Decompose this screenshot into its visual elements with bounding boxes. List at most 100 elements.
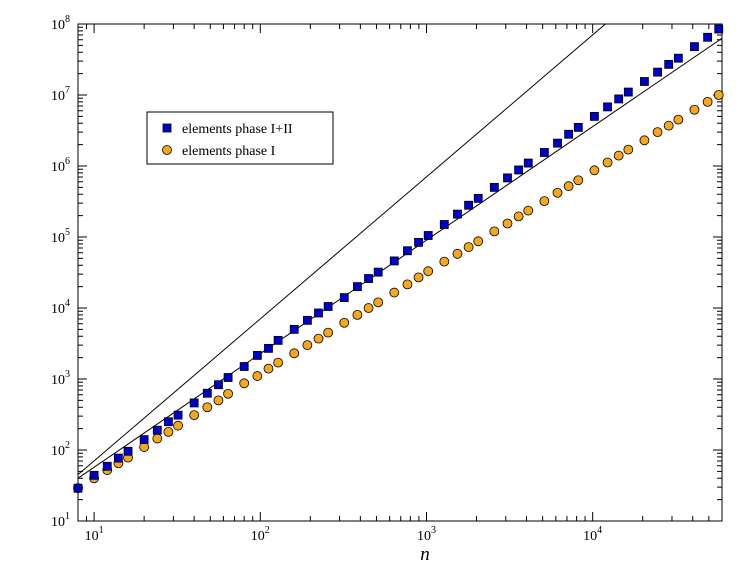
- phase-i-point: [702, 96, 713, 107]
- phase-i-point: [513, 211, 524, 222]
- y-tick-label-base: 10: [51, 160, 65, 175]
- y-tick-label-exponent: 6: [65, 156, 70, 167]
- y-tick-label-base: 10: [51, 18, 65, 33]
- y-tick-label-exponent: 8: [65, 14, 70, 25]
- legend-marker: [162, 123, 172, 133]
- phase-i-ii-point: [714, 24, 724, 34]
- phase-i-ii-point: [252, 350, 262, 360]
- plot-area: 101 102 103 104101102103104105106107108nele…: [51, 14, 724, 565]
- phase-i-point: [473, 236, 484, 247]
- phase-i-ii-point: [403, 246, 412, 256]
- x-axis-label: n: [420, 544, 430, 565]
- x-tick-label-exponent: 3: [431, 525, 436, 536]
- phase-i-point: [589, 165, 600, 176]
- phase-i-point: [623, 144, 634, 155]
- legend-marker: [162, 145, 172, 155]
- phase-i-ii-point: [89, 470, 99, 480]
- phase-i-point: [213, 395, 224, 406]
- phase-i-ii-point: [364, 274, 373, 283]
- phase-i-point: [323, 327, 334, 338]
- x-tick-label-base: 10: [417, 529, 431, 544]
- y-tick-label-base: 10: [51, 444, 65, 459]
- phase-i-point: [363, 303, 374, 313]
- phase-i-ii-point: [614, 94, 624, 104]
- phase-i-point: [639, 135, 650, 146]
- phase-i-ii-point: [139, 435, 149, 445]
- legend-label: elements phase I: [182, 144, 276, 159]
- phase-i-ii-point: [264, 343, 273, 353]
- phase-i-ii-point: [102, 461, 112, 471]
- x-tick-label-exponent: 4: [597, 525, 602, 536]
- y-tick-label: 107: [51, 85, 70, 104]
- phase-i-ii-point: [214, 380, 223, 390]
- phase-i-ii-point: [152, 425, 162, 435]
- phase-i-point: [223, 388, 233, 399]
- phase-i-ii-point: [553, 138, 562, 148]
- phase-i-point: [173, 420, 183, 431]
- x-tick-label: 102: [251, 525, 270, 544]
- phase-i-point: [339, 317, 350, 328]
- phase-i-point: [252, 371, 263, 381]
- x-tick-label-exponent: 2: [265, 525, 270, 536]
- phase-i-point: [573, 175, 584, 186]
- phase-i-ii-point: [664, 59, 674, 69]
- y-tick-label-exponent: 4: [65, 298, 70, 309]
- y-tick-label-base: 10: [51, 89, 65, 104]
- phase-i-ii-point: [123, 446, 133, 456]
- y-tick-label: 102: [51, 440, 70, 459]
- x-tick-label: 104: [583, 525, 602, 544]
- phase-i-ii-point: [464, 200, 473, 210]
- phase-i-point: [539, 196, 550, 207]
- phase-i-point: [313, 333, 324, 344]
- x-tick-label-exponent: 1: [99, 525, 104, 536]
- phase-i-ii-point: [273, 335, 283, 345]
- phase-i-ii-point: [164, 417, 173, 427]
- y-tick-label: 104: [51, 298, 70, 317]
- y-tick-label-exponent: 7: [65, 85, 70, 96]
- phase-i-ii-point: [523, 158, 533, 168]
- phase-i-point: [439, 256, 450, 267]
- phase-i-point: [663, 120, 674, 131]
- phase-i-ii-point: [339, 293, 349, 303]
- phase-i-point: [602, 157, 613, 168]
- phase-i-ii-point: [589, 111, 599, 121]
- phase-i-ii-point: [113, 453, 123, 463]
- phase-i-ii-point: [690, 42, 699, 52]
- phase-i-ii-point: [439, 220, 449, 229]
- y-tick-label-exponent: 3: [65, 369, 70, 380]
- phase-i-point: [413, 272, 424, 283]
- y-tick-label: 105: [51, 227, 70, 246]
- x-tick-label: 101: [85, 525, 104, 544]
- phase-i-ii-point: [373, 267, 383, 277]
- y-tick-label: 108: [51, 14, 70, 33]
- phase-i-ii-point: [703, 32, 713, 42]
- phase-i-ii-point: [623, 87, 633, 97]
- phase-i-point: [563, 181, 574, 192]
- phase-i-point: [289, 348, 300, 359]
- y-tick-label-exponent: 1: [65, 511, 70, 522]
- y-tick-label: 106: [51, 156, 70, 175]
- phase-i-ii-point: [73, 483, 83, 493]
- fit-line: [78, 24, 607, 476]
- phase-i-point: [613, 150, 624, 161]
- phase-i-point: [152, 433, 163, 444]
- legend-box: [146, 111, 334, 165]
- phase-i-ii-point: [453, 209, 462, 219]
- phase-i-ii-point: [202, 388, 212, 398]
- phase-i-ii-point: [489, 182, 499, 192]
- y-tick-label-base: 10: [51, 373, 65, 388]
- phase-i-ii-point: [389, 256, 399, 266]
- plot-frame: [77, 23, 723, 522]
- phase-i-ii-point: [539, 148, 549, 157]
- phase-i-ii-point: [673, 53, 683, 63]
- phase-i-ii-point: [473, 193, 483, 203]
- phase-i-ii-point: [414, 237, 423, 247]
- y-tick-label-exponent: 5: [65, 227, 70, 238]
- phase-i-point: [352, 309, 363, 320]
- x-tick-label-base: 10: [583, 529, 597, 544]
- phase-i-ii-point: [323, 302, 333, 311]
- y-tick-label: 103: [51, 369, 70, 388]
- phase-i-point: [689, 104, 700, 115]
- phase-i-ii-point: [564, 129, 574, 139]
